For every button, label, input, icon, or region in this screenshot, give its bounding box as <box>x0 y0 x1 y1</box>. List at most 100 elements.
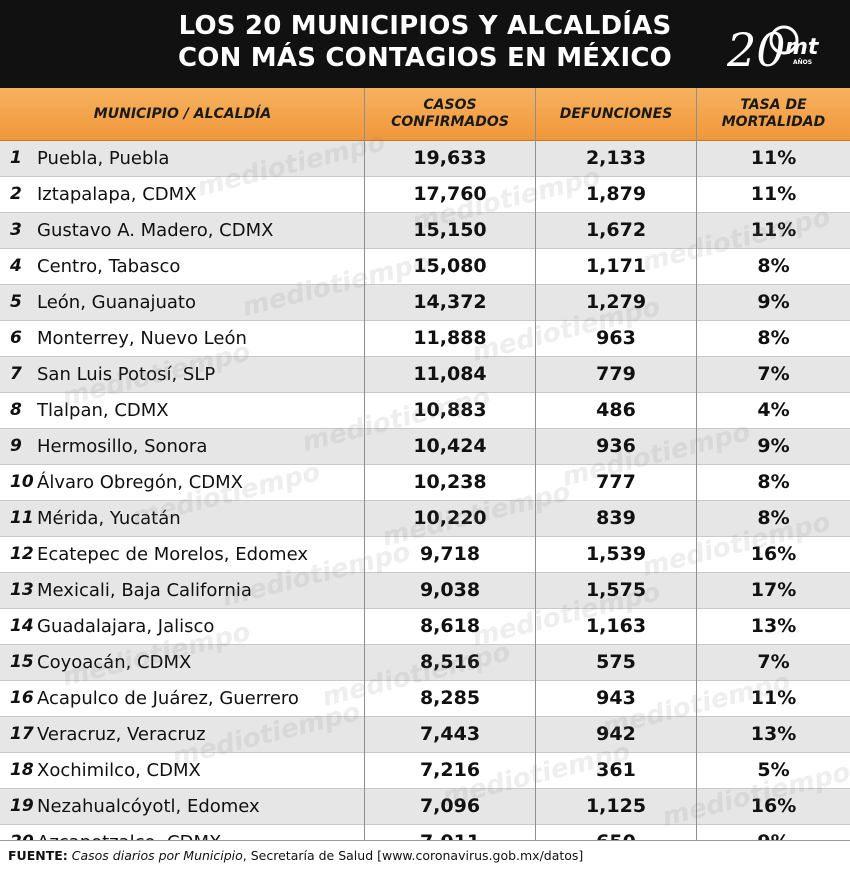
table-row: 1 Puebla, Puebla 19,633 2,133 11% <box>0 141 850 177</box>
tasa-mortalidad-value: 7% <box>757 651 790 673</box>
municipios-table: MUNICIPIO / ALCALDÍA CASOS CONFIRMADOS DE… <box>0 88 850 861</box>
tasa-mortalidad-value: 8% <box>757 471 790 493</box>
svg-text:AÑOS: AÑOS <box>793 59 812 66</box>
row-number: 18 <box>10 760 34 780</box>
page-title: LOS 20 MUNICIPIOS Y ALCALDÍAS CON MÁS CO… <box>0 10 850 74</box>
row-number: 16 <box>10 688 34 708</box>
table-row: 6 Monterrey, Nuevo León 11,888 963 8% <box>0 321 850 357</box>
casos-confirmados-value: 8,516 <box>419 651 481 673</box>
casos-confirmados-value: 15,080 <box>413 255 487 277</box>
municipio-name: Acapulco de Juárez, Guerrero <box>37 688 299 709</box>
table-row: 12 Ecatepec de Morelos, Edomex 9,718 1,539 1… <box>0 537 850 573</box>
row-number: 19 <box>10 796 34 816</box>
column-divider <box>364 88 365 840</box>
casos-confirmados-value: 7,216 <box>419 759 481 781</box>
tasa-mortalidad-value: 9% <box>757 435 790 457</box>
defunciones-value: 361 <box>596 759 636 781</box>
municipio-name: Ecatepec de Morelos, Edomex <box>37 544 308 565</box>
row-number: 8 <box>10 400 22 420</box>
table-row: 15 Coyoacán, CDMX 8,516 575 7% <box>0 645 850 681</box>
mt-20-anos-logo-icon: 20 mt AÑOS <box>727 16 827 76</box>
tasa-mortalidad-value: 11% <box>750 183 797 205</box>
defunciones-value: 1,879 <box>585 183 647 205</box>
defunciones-value: 943 <box>596 687 636 709</box>
casos-confirmados-value: 10,424 <box>413 435 487 457</box>
table-row: 8 Tlalpan, CDMX 10,883 486 4% <box>0 393 850 429</box>
column-divider <box>696 88 697 840</box>
municipio-name: Guadalajara, Jalisco <box>37 616 215 637</box>
defunciones-value: 936 <box>596 435 636 457</box>
tasa-mortalidad-value: 8% <box>757 327 790 349</box>
title-bar: LOS 20 MUNICIPIOS Y ALCALDÍAS CON MÁS CO… <box>0 0 850 88</box>
column-header-defunciones: DEFUNCIONES <box>559 105 673 122</box>
municipio-name: Iztapalapa, CDMX <box>37 184 197 205</box>
table-row: 9 Hermosillo, Sonora 10,424 936 9% <box>0 429 850 465</box>
tasa-mortalidad-value: 11% <box>750 219 797 241</box>
row-number: 12 <box>10 544 34 564</box>
casos-confirmados-value: 8,285 <box>419 687 481 709</box>
table-row: 17 Veracruz, Veracruz 7,443 942 13% <box>0 717 850 753</box>
municipio-name: Coyoacán, CDMX <box>37 652 192 673</box>
defunciones-value: 1,279 <box>585 291 647 313</box>
table-body: 1 Puebla, Puebla 19,633 2,133 11% 2 Iztapalapa… <box>0 141 850 861</box>
municipio-name: León, Guanajuato <box>37 292 196 313</box>
column-header-casos: CASOS CONFIRMADOS <box>391 97 509 130</box>
tasa-mortalidad-value: 8% <box>757 507 790 529</box>
casos-confirmados-value: 7,096 <box>419 795 481 817</box>
row-number: 9 <box>10 436 22 456</box>
title-line-1: LOS 20 MUNICIPIOS Y ALCALDÍAS <box>178 11 672 41</box>
defunciones-value: 1,171 <box>585 255 647 277</box>
municipio-name: Hermosillo, Sonora <box>37 436 208 457</box>
source-footer: FUENTE: Casos diarios por Municipio, Sec… <box>0 840 850 871</box>
defunciones-value: 779 <box>596 363 636 385</box>
defunciones-value: 963 <box>596 327 636 349</box>
casos-confirmados-value: 10,220 <box>413 507 487 529</box>
casos-confirmados-value: 14,372 <box>413 291 487 313</box>
table-row: 11 Mérida, Yucatán 10,220 839 8% <box>0 501 850 537</box>
defunciones-value: 1,539 <box>585 543 647 565</box>
row-number: 1 <box>10 148 22 168</box>
municipio-name: Mexicali, Baja California <box>37 580 252 601</box>
table-row: 19 Nezahualcóyotl, Edomex 7,096 1,125 16% <box>0 789 850 825</box>
casos-confirmados-value: 19,633 <box>413 147 487 169</box>
table-row: 14 Guadalajara, Jalisco 8,618 1,163 13% <box>0 609 850 645</box>
tasa-mortalidad-value: 5% <box>757 759 790 781</box>
casos-confirmados-value: 11,084 <box>413 363 487 385</box>
row-number: 5 <box>10 292 22 312</box>
row-number: 2 <box>10 184 22 204</box>
casos-confirmados-value: 15,150 <box>413 219 487 241</box>
svg-text:mt: mt <box>785 35 820 60</box>
row-number: 14 <box>10 616 34 636</box>
municipio-name: Xochimilco, CDMX <box>37 760 201 781</box>
municipio-name: Tlalpan, CDMX <box>37 400 169 421</box>
row-number: 6 <box>10 328 22 348</box>
defunciones-value: 1,163 <box>585 615 647 637</box>
defunciones-value: 486 <box>596 399 636 421</box>
defunciones-value: 839 <box>596 507 636 529</box>
casos-confirmados-value: 8,618 <box>419 615 481 637</box>
row-number: 13 <box>10 580 34 600</box>
casos-confirmados-value: 9,718 <box>419 543 481 565</box>
tasa-mortalidad-value: 13% <box>750 723 797 745</box>
casos-confirmados-value: 11,888 <box>413 327 487 349</box>
table-row: 3 Gustavo A. Madero, CDMX 15,150 1,672 11% <box>0 213 850 249</box>
row-number: 11 <box>10 508 34 528</box>
defunciones-value: 1,672 <box>585 219 647 241</box>
column-header-tasa: TASA DE MORTALIDAD <box>721 97 826 130</box>
row-number: 4 <box>10 256 22 276</box>
tasa-mortalidad-value: 13% <box>750 615 797 637</box>
table-row: 2 Iztapalapa, CDMX 17,760 1,879 11% <box>0 177 850 213</box>
municipio-name: Gustavo A. Madero, CDMX <box>37 220 274 241</box>
municipio-name: Álvaro Obregón, CDMX <box>37 472 243 493</box>
column-divider <box>535 88 536 840</box>
table-row: 18 Xochimilco, CDMX 7,216 361 5% <box>0 753 850 789</box>
tasa-mortalidad-value: 16% <box>750 795 797 817</box>
title-line-2: CON MÁS CONTAGIOS EN MÉXICO <box>178 43 672 73</box>
municipio-name: Veracruz, Veracruz <box>37 724 206 745</box>
municipio-name: Centro, Tabasco <box>37 256 181 277</box>
row-number: 17 <box>10 724 34 744</box>
defunciones-value: 777 <box>596 471 636 493</box>
municipio-name: Mérida, Yucatán <box>37 508 181 529</box>
table-row: 4 Centro, Tabasco 15,080 1,171 8% <box>0 249 850 285</box>
